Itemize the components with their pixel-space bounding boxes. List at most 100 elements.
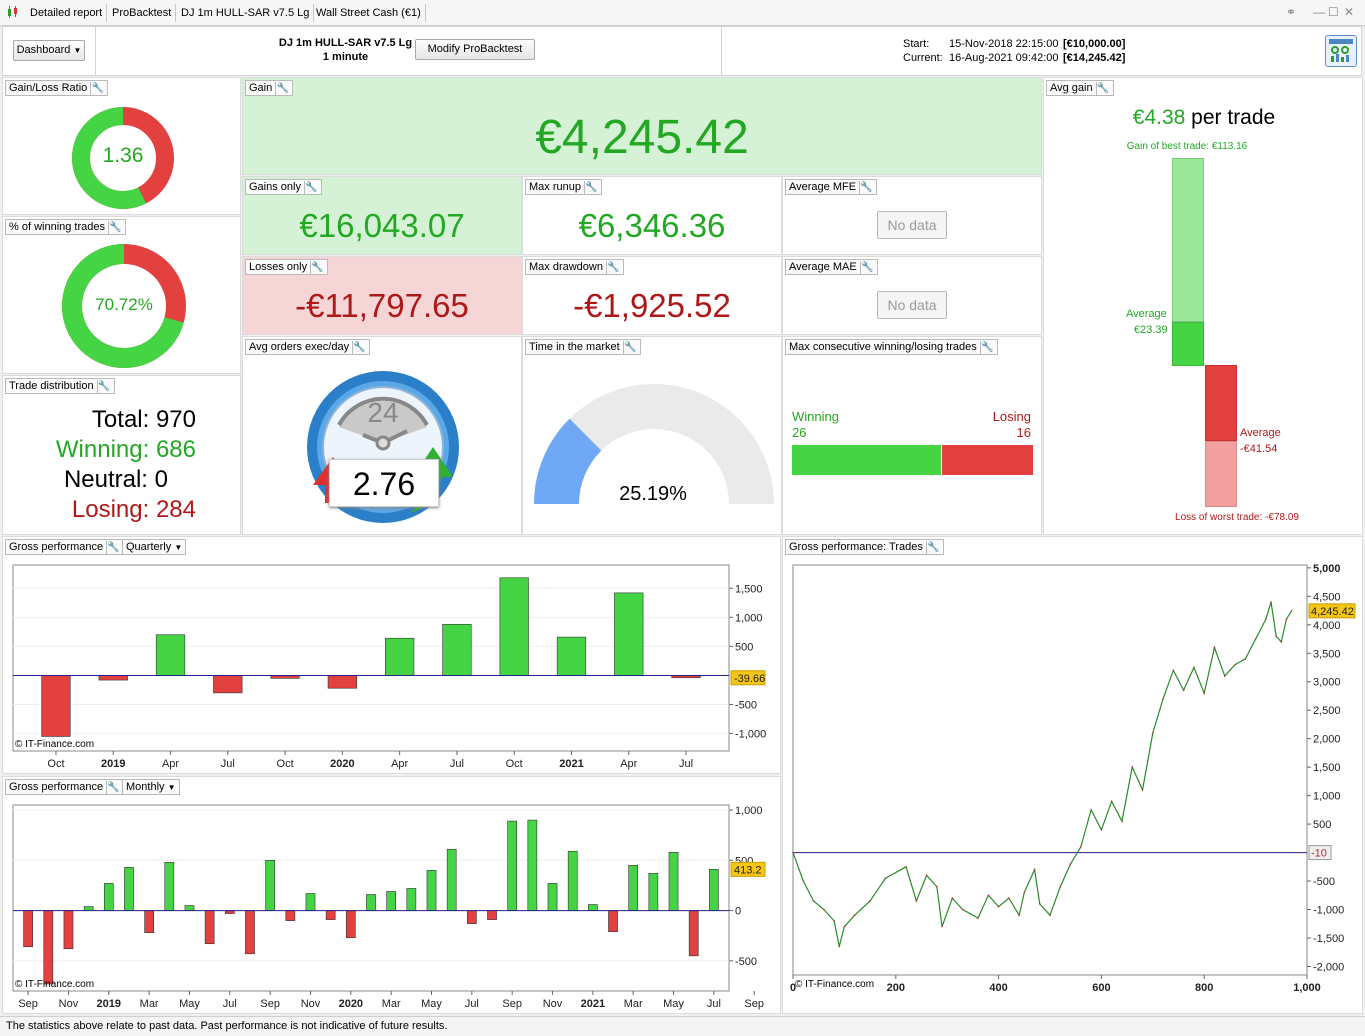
equity-point [1254,638,1257,640]
equity-point [1059,885,1062,888]
equity-point [1049,914,1051,917]
disclaimer-footer: The statistics above relate to past data… [0,1016,1365,1036]
bar [709,869,719,911]
wrench-icon[interactable]: 🔧 [622,341,637,355]
trades-performance-panel: Gross performance: Trades 🔧 5,000 4,500 4,0… [782,536,1363,1014]
monthly-period-dropdown[interactable]: Monthly ▼ [122,779,180,795]
share-icon[interactable]: ⚭ [1286,5,1297,19]
trade-distribution-title: Trade distribution 🔧 [5,378,115,394]
wrench-icon[interactable]: 🔧 [275,82,289,96]
wrench-icon[interactable]: 🔧 [979,341,994,355]
modify-probacktest-button[interactable]: Modify ProBacktest [415,39,535,60]
avg-gain-suffix: per trade [1191,106,1276,129]
tab-detailed-report[interactable]: Detailed report [26,4,108,22]
wrench-icon[interactable]: 🔧 [108,221,122,235]
wrench-icon[interactable]: 🔧 [583,181,598,195]
wrench-icon[interactable]: 🔧 [90,82,104,96]
average-mfe-panel: Average MFE 🔧 No data [782,176,1042,255]
winning-streak-value: 26 [792,425,807,440]
wrench-icon[interactable]: 🔧 [352,341,366,355]
trades-copyright: © IT-Finance.com [795,979,875,990]
dashboard-dropdown[interactable]: Dashboard ▼ [13,40,85,61]
equity-point [1285,618,1288,620]
bar [406,888,417,911]
last-value-label: 4,245.42 [1311,606,1354,618]
x-tick-label: Sep [18,998,38,1010]
x-tick-label: 1,000 [1293,982,1321,994]
trades-chart[interactable]: 5,000 4,500 4,000 3,500 3,000 2,500 2,000 1,500… [783,559,1363,1014]
bar [98,675,128,681]
quarterly-period-dropdown[interactable]: Quarterly ▼ [122,539,187,555]
x-tick-label: 200 [887,982,905,994]
bar [144,910,154,933]
equity-point [1152,732,1154,734]
equity-point [951,897,954,899]
wrench-icon[interactable]: 🔧 [310,261,324,275]
equity-point [802,880,805,882]
wrench-icon[interactable]: 🔧 [303,181,318,195]
bar [23,910,33,948]
gain-loss-ratio-title: Gain/Loss Ratio 🔧 [5,80,109,96]
maximize-icon[interactable]: ☐ [1328,5,1339,19]
equity-point [1121,820,1123,823]
wrench-icon[interactable]: 🔧 [96,380,111,394]
equity-point [1023,891,1026,894]
current-label: Current: [903,52,943,64]
equity-point [792,851,794,854]
wrench-icon[interactable]: 🔧 [106,541,120,555]
equity-point [915,900,918,902]
quarterly-chart[interactable]: 1,500 1,000 500 -500 -1,000 Oct 2019 Apr Jul Oct 2… [3,559,781,774]
wrench-icon[interactable]: 🔧 [859,181,873,195]
equity-point [1270,601,1272,603]
wrench-icon[interactable]: 🔧 [1095,82,1110,96]
y-tick-label: 500 [1313,819,1331,831]
bar [386,891,397,911]
x-tick-label: Sep [502,998,522,1010]
tab-probacktest[interactable]: ProBacktest [108,4,177,22]
equity-line [792,601,1293,947]
x-tick-label: Jul [707,998,721,1010]
time-in-market-panel: Time in the market 🔧 25.19% [522,336,782,535]
x-tick-label: 400 [989,982,1007,994]
wrench-icon[interactable]: 🔧 [106,781,120,795]
time-in-market-gauge [534,384,774,504]
bar [265,859,275,911]
gain-value: €4,245.42 [535,111,749,164]
wrench-icon[interactable]: 🔧 [859,261,874,275]
y-tick-label: 1,500 [1313,762,1341,774]
bar [325,910,336,920]
wrench-icon[interactable]: 🔧 [605,261,620,275]
y-tick-label: -500 [735,700,757,712]
equity-point [1172,669,1175,672]
y-tick-label: 4,000 [1313,620,1341,632]
avg-win-bar [1172,322,1204,366]
equity-point [941,925,943,928]
close-icon[interactable]: ✕ [1344,5,1355,19]
max-runup-value: €6,346.36 [578,207,726,244]
wrench-icon[interactable]: 🔧 [925,541,940,555]
bar [327,675,357,689]
y-tick-label: 1,000 [1313,791,1341,803]
gains-only-title: Gains only 🔧 [245,179,322,195]
report-settings-icon[interactable] [1325,35,1357,67]
plot-area [12,564,730,752]
bar [499,577,529,676]
best-trade-bar [1172,158,1204,322]
x-tick-label: Jul [465,998,479,1010]
equity-point [936,885,938,888]
clock-hours-label: 24 [367,397,399,428]
losses-only-value: -€11,797.65 [295,287,469,324]
average-mae-title: Average MAE 🔧 [785,259,878,275]
x-tick-label: Apr [391,758,408,770]
winning-trades-count: Winning: 686 [55,436,196,463]
bar [614,592,644,676]
minimize-icon[interactable]: — [1313,5,1325,19]
equity-point [977,917,979,919]
y-tick-label: -500 [1313,876,1335,888]
x-tick-label: 2019 [97,998,121,1010]
bar [588,904,598,911]
tab-instrument[interactable]: Wall Street Cash (€1) [312,4,426,22]
bar [487,910,497,920]
tab-strategy[interactable]: DJ 1m HULL-SAR v7.5 Lg [177,4,315,22]
